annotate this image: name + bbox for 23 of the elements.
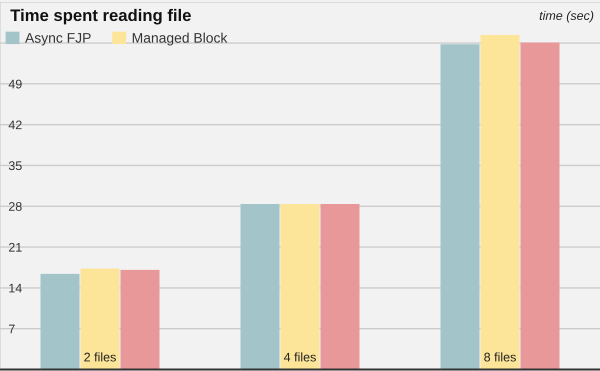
bar (440, 44, 480, 370)
bar (240, 204, 280, 370)
y-axis-title: time (sec) (540, 10, 594, 23)
y-tick-label: 28 (8, 202, 22, 211)
legend-label: Async FJP (25, 33, 91, 46)
bar (80, 268, 120, 370)
legend-label: Managed Block (132, 32, 228, 46)
y-tick-label: 14 (9, 284, 22, 292)
x-tick-label: 8 files (484, 352, 516, 362)
x-tick-label: 2 files (84, 352, 116, 362)
bar (120, 270, 160, 370)
y-tick-label: 42 (8, 120, 22, 130)
x-tick-label: 4 files (284, 352, 316, 362)
bar (40, 274, 80, 370)
bar (520, 42, 560, 370)
bar (320, 204, 360, 370)
y-tick-label: 49 (8, 80, 22, 88)
bar (480, 34, 520, 370)
y-tick-label: 7 (8, 324, 15, 334)
y-tick-label: 35 (8, 161, 22, 170)
chart-title: Time spent reading file (10, 8, 191, 24)
y-tick-label: 21 (8, 242, 22, 252)
bar (280, 204, 320, 370)
